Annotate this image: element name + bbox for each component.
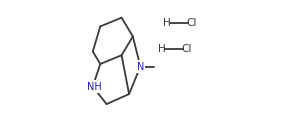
Text: NH: NH: [87, 82, 101, 92]
Text: H: H: [158, 44, 165, 54]
Text: Cl: Cl: [181, 44, 192, 54]
Text: Cl: Cl: [187, 18, 197, 28]
Text: H: H: [163, 18, 170, 28]
Text: N: N: [137, 62, 144, 72]
